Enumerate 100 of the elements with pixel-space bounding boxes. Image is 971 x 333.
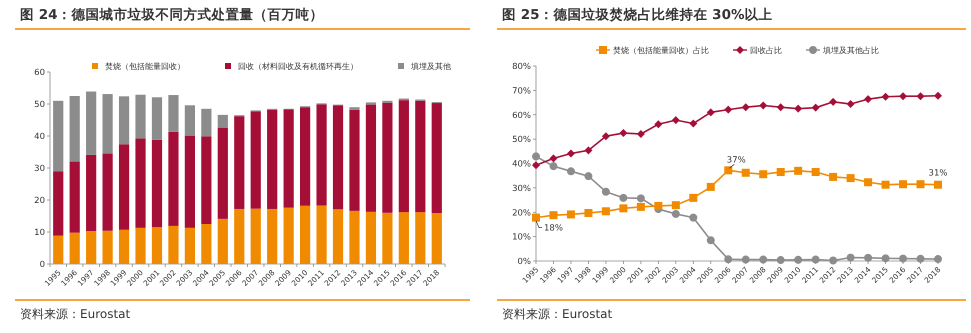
y-tick-label: 20	[34, 196, 45, 206]
bar	[135, 94, 146, 139]
bar	[234, 116, 244, 209]
point	[724, 166, 732, 174]
point	[689, 214, 698, 222]
bar	[432, 103, 442, 214]
bar	[332, 209, 344, 264]
y-tick-label: 30	[34, 164, 45, 174]
point	[934, 92, 942, 100]
legend-label: 填埋及其他占比	[822, 46, 879, 55]
bar	[366, 104, 376, 212]
bar	[102, 230, 113, 264]
legend-label: 焚烧（包括能量回收）占比	[613, 46, 709, 55]
annotation: 37%	[726, 155, 746, 166]
point	[899, 254, 908, 263]
bar	[332, 105, 344, 210]
point	[916, 254, 925, 263]
point	[864, 254, 872, 262]
y-tick-label: 10	[34, 228, 45, 238]
bar	[53, 236, 64, 264]
point	[654, 120, 662, 128]
point	[864, 178, 872, 186]
point	[724, 255, 732, 264]
bar	[366, 212, 376, 264]
point	[829, 172, 838, 181]
bar	[184, 105, 195, 136]
point	[672, 210, 680, 218]
point	[584, 208, 592, 217]
point	[689, 120, 698, 128]
bar	[382, 212, 392, 264]
y-tick-label: 50	[34, 100, 45, 110]
bar	[398, 212, 409, 264]
point	[706, 236, 715, 244]
point	[549, 211, 558, 220]
point	[672, 116, 680, 124]
point	[566, 150, 575, 158]
y-tick-label: 50%	[512, 135, 531, 146]
bar	[398, 100, 409, 212]
bar	[349, 210, 360, 264]
point	[724, 106, 732, 114]
bar	[102, 94, 113, 154]
bar	[284, 208, 294, 264]
point	[882, 180, 890, 189]
bar	[316, 205, 327, 264]
point	[794, 256, 802, 264]
point	[532, 152, 540, 160]
bar	[53, 100, 64, 172]
point	[759, 101, 768, 110]
bar	[152, 97, 162, 140]
bar	[250, 208, 261, 264]
legend-label: 回收（材料回收及有机循环再生）	[238, 62, 358, 71]
point	[794, 166, 802, 175]
point	[689, 194, 698, 202]
legend-label: 焚烧（包括能量回收）	[105, 62, 185, 71]
bar	[184, 136, 195, 228]
text: 资料来源：Eurostat	[502, 307, 613, 321]
point	[776, 168, 785, 176]
bar	[267, 208, 278, 264]
point	[566, 210, 575, 218]
y-tick-label: 40	[34, 132, 45, 142]
point	[549, 154, 558, 162]
bar	[432, 213, 442, 264]
bar	[86, 231, 96, 264]
bar	[102, 154, 113, 231]
bar	[415, 212, 426, 264]
point	[602, 132, 610, 140]
point	[882, 92, 890, 101]
bar	[168, 226, 179, 264]
point	[602, 207, 610, 216]
point	[846, 174, 855, 182]
point	[812, 256, 820, 264]
point	[812, 104, 820, 112]
bar	[218, 128, 228, 219]
bar	[70, 232, 80, 264]
bar	[168, 132, 179, 226]
y-tick-label: 30%	[512, 184, 531, 194]
point	[794, 104, 802, 113]
point	[584, 172, 592, 180]
point	[776, 103, 785, 112]
point	[916, 180, 925, 188]
bar	[218, 114, 228, 128]
y-tick-label: 60%	[512, 110, 531, 121]
bar	[70, 162, 80, 233]
y-tick-label: 60	[34, 68, 45, 78]
point	[566, 167, 575, 176]
point	[549, 162, 558, 170]
point	[584, 146, 592, 154]
point	[759, 170, 768, 178]
point	[619, 194, 628, 202]
bar	[70, 96, 80, 162]
point	[532, 214, 540, 222]
y-tick-label: 70%	[512, 86, 531, 96]
bar	[267, 110, 278, 209]
text: 资料来源：Eurostat	[20, 307, 131, 321]
legend-label: 回收占比	[750, 46, 782, 55]
bar	[135, 228, 146, 264]
point	[829, 98, 838, 106]
point	[846, 254, 855, 262]
bar	[53, 172, 64, 236]
point	[742, 168, 750, 177]
